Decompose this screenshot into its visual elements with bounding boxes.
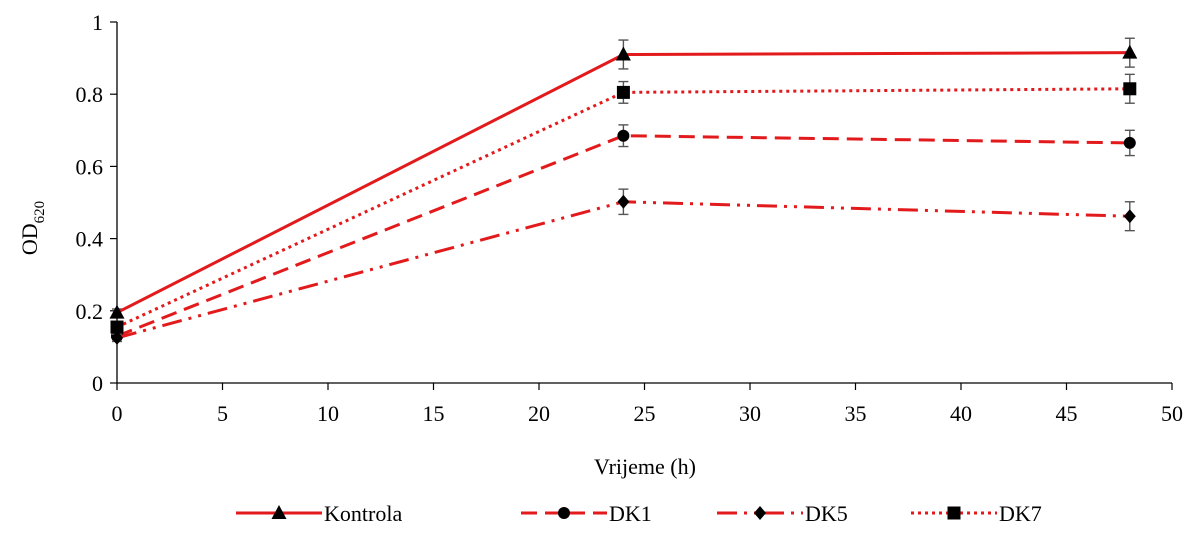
y-axis-title-subscript: 620 xyxy=(32,201,48,224)
series-line-dk5 xyxy=(116,200,1130,340)
data-point-dk5 xyxy=(617,194,630,209)
x-tick-label: 40 xyxy=(950,401,972,426)
y-tick-label: 1 xyxy=(92,10,103,35)
y-tick-label: 0 xyxy=(92,371,103,396)
x-tick-label: 25 xyxy=(634,401,656,426)
x-tick-label: 5 xyxy=(217,401,228,426)
y-tick-label: 0.8 xyxy=(76,82,104,107)
y-tick-label: 0.6 xyxy=(76,154,104,179)
x-tick-label: 0 xyxy=(112,401,123,426)
y-axis-title: OD620 xyxy=(17,201,48,255)
y-axis-title-main: OD xyxy=(17,223,42,255)
x-tick-label: 30 xyxy=(739,401,761,426)
x-axis-title: Vrijeme (h) xyxy=(594,454,696,479)
legend-marker-kontrola xyxy=(271,505,287,519)
x-tick-label: 45 xyxy=(1056,401,1078,426)
legend-marker-dk5 xyxy=(754,506,766,520)
data-point-dk1 xyxy=(1123,136,1136,149)
data-point-kontrola xyxy=(1122,44,1138,59)
axes: 0 5 10 15 20 25 30 35 40 45 50 0 0.2 0.4 0.6 0.8 1 xyxy=(76,10,1184,426)
data-point-dk1 xyxy=(617,129,630,142)
legend-marker-dk7 xyxy=(947,506,961,520)
x-tick-label: 15 xyxy=(423,401,445,426)
plot-area xyxy=(109,37,1138,345)
series-line-dk1 xyxy=(116,134,1130,338)
y-tick-label: 0.2 xyxy=(76,299,104,324)
data-point-dk7 xyxy=(616,85,630,99)
x-tick-label: 20 xyxy=(528,401,550,426)
legend-label-kontrola: Kontrola xyxy=(324,501,402,526)
x-tick-label: 50 xyxy=(1161,401,1183,426)
legend-label-dk5: DK5 xyxy=(805,501,848,526)
legend-label-dk7: DK7 xyxy=(999,501,1042,526)
data-point-dk7 xyxy=(1123,82,1137,96)
x-tick-label: 35 xyxy=(845,401,867,426)
legend-marker-dk1 xyxy=(558,507,570,519)
x-tick-label: 10 xyxy=(317,401,339,426)
data-point-kontrola xyxy=(615,46,631,61)
legend-label-dk1: DK1 xyxy=(609,501,652,526)
y-tick-label: 0.4 xyxy=(76,227,104,252)
data-point-dk5 xyxy=(1123,209,1136,224)
legend: Kontrola DK1 DK5 DK7 xyxy=(236,501,1042,526)
